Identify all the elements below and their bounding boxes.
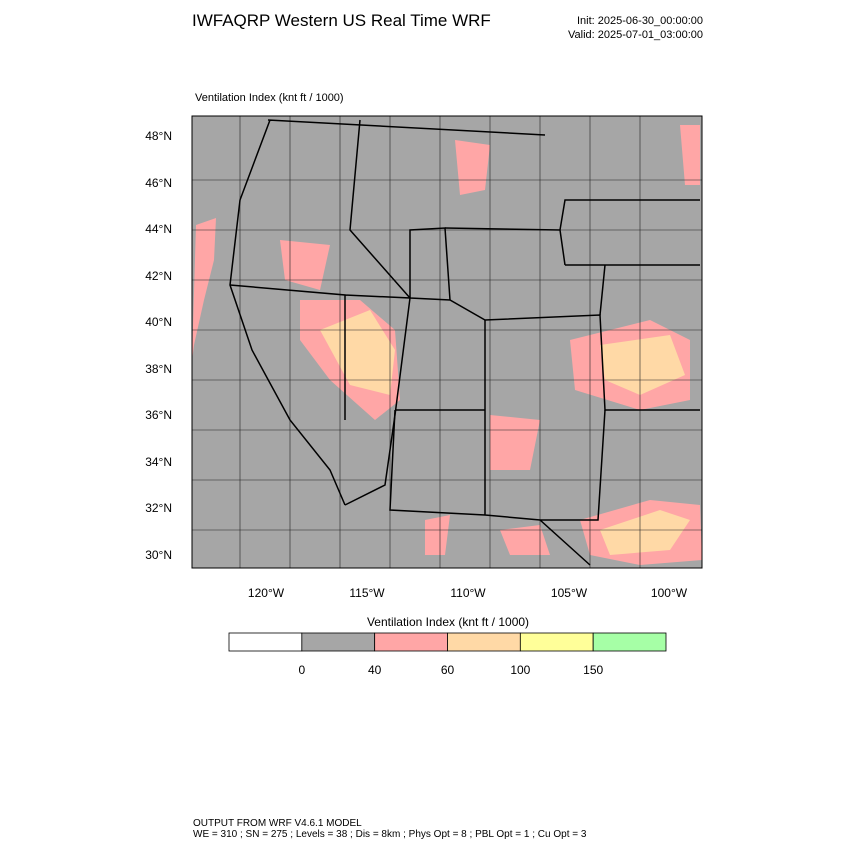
colorbar-bin [374, 632, 448, 652]
lat-label: 34°N [145, 455, 172, 469]
legend-title: Ventilation Index (knt ft / 1000) [367, 615, 529, 629]
colorbar-bin [301, 632, 376, 652]
lon-label: 115°W [349, 586, 385, 600]
lat-label: 44°N [145, 222, 172, 236]
colorbar: 0 40 60 100 150 [228, 632, 667, 677]
footer-line: OUTPUT FROM WRF V4.6.1 MODEL [193, 818, 362, 829]
colorbar-bin [447, 632, 521, 652]
colorbar-label: 150 [583, 663, 603, 677]
colorbar-bin [228, 632, 303, 652]
colorbar-bin [519, 632, 594, 652]
init-time: Init: 2025-06-30_00:00:00 [577, 15, 703, 27]
colorbar-label: 40 [368, 663, 382, 677]
map [191, 115, 703, 569]
valid-time: Valid: 2025-07-01_03:00:00 [568, 29, 703, 41]
colorbar-label: 100 [510, 663, 530, 677]
lat-label: 40°N [145, 315, 172, 329]
title: IWFAQRP Western US Real Time WRF [192, 11, 491, 30]
lat-label: 46°N [145, 176, 172, 190]
colorbar-label: 0 [298, 663, 305, 677]
lat-label: 42°N [145, 269, 172, 283]
lon-label: 105°W [551, 586, 588, 600]
footer-line: WE = 310 ; SN = 275 ; Levels = 38 ; Dis … [193, 829, 587, 840]
lon-label: 120°W [248, 586, 285, 600]
lat-labels: 48°N 46°N 44°N 42°N 40°N 38°N 36°N 34°N … [145, 129, 172, 562]
lat-label: 38°N [145, 362, 172, 376]
lon-labels: 120°W 115°W 110°W 105°W 100°W [248, 586, 688, 600]
map-label: Ventilation Index (knt ft / 1000) [195, 92, 344, 104]
lon-label: 100°W [651, 586, 688, 600]
lon-label: 110°W [450, 586, 486, 600]
lat-label: 48°N [145, 129, 172, 143]
colorbar-bin [592, 632, 667, 652]
lat-label: 36°N [145, 408, 172, 422]
lat-label: 30°N [145, 548, 172, 562]
colorbar-label: 60 [441, 663, 455, 677]
lat-label: 32°N [145, 501, 172, 515]
